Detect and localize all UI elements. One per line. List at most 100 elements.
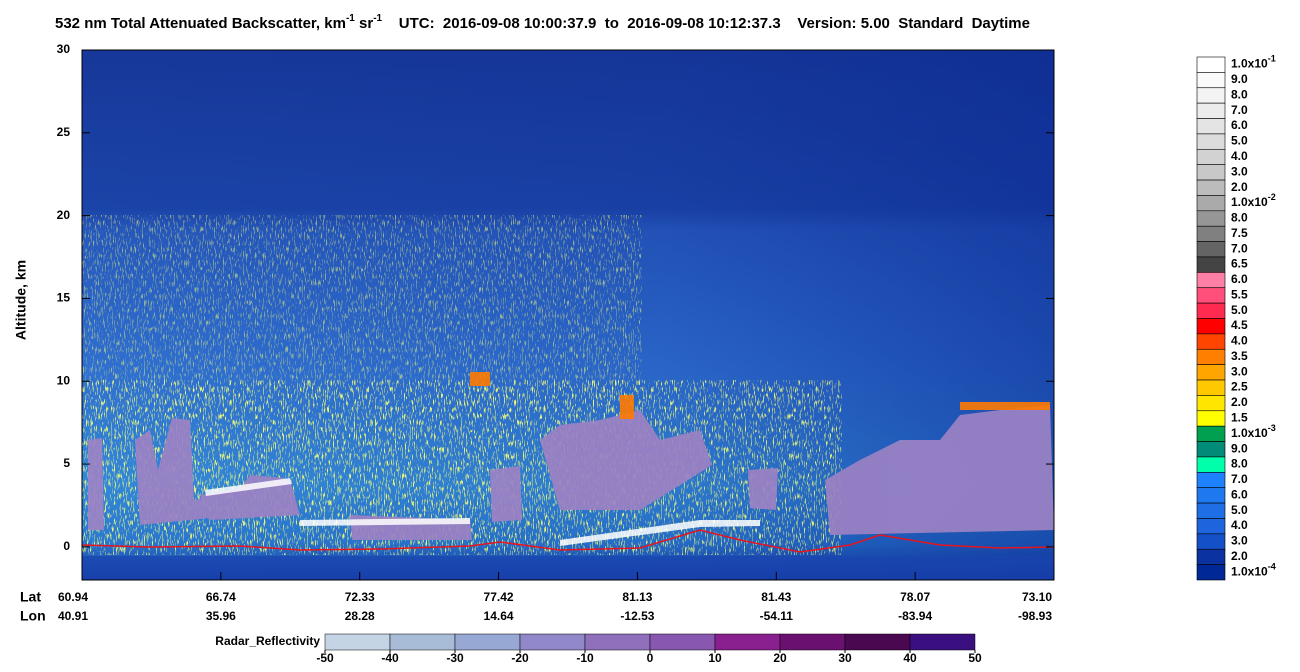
radar-swatch	[584, 633, 651, 651]
lat-tick-label: 73.10	[1022, 590, 1052, 604]
colorbar-swatch	[1196, 395, 1226, 412]
lon-tick-label: -98.93	[1018, 609, 1052, 623]
colorbar-label: 3.0	[1231, 165, 1248, 179]
colorbar-label-text: 4.0	[1231, 518, 1248, 532]
colorbar-label: 9.0	[1231, 441, 1248, 455]
lon-label: Lon	[20, 608, 46, 624]
colorbar-label-text: 7.5	[1231, 226, 1248, 240]
colorbar-label-text: 1.0x10	[1231, 564, 1268, 578]
lon-tick-label: -54.11	[760, 609, 794, 623]
colorbar-label: 2.5	[1231, 380, 1248, 394]
colorbar-label: 3.0	[1231, 365, 1248, 379]
colorbar-swatch	[1196, 364, 1226, 381]
colorbar-label-text: 3.5	[1231, 349, 1248, 363]
colorbar-swatch	[1196, 210, 1226, 227]
y-tick-label: 0	[63, 539, 70, 553]
colorbar-swatch	[1196, 179, 1226, 196]
colorbar-swatch	[1196, 133, 1226, 150]
radar-tick-label: 30	[838, 651, 852, 665]
colorbar-label-text: 5.0	[1231, 134, 1248, 148]
colorbar-label: 8.0	[1231, 88, 1248, 102]
title-text: 532 nm Total Attenuated Backscatter, km	[55, 15, 346, 32]
lat-tick-label: 77.42	[484, 590, 514, 604]
colorbar-swatch	[1196, 256, 1226, 273]
colorbar-label-text: 3.0	[1231, 534, 1248, 548]
radar-swatch	[454, 633, 521, 651]
title-text: sr	[355, 15, 374, 32]
lat-tick-label: 81.43	[761, 590, 791, 604]
colorbar-label: 1.0x10-3	[1231, 423, 1276, 440]
lat-label: Lat	[20, 589, 41, 605]
radar-swatch	[324, 633, 391, 651]
colorbar-label: 4.0	[1231, 149, 1248, 163]
colorbar-label-text: 7.0	[1231, 472, 1248, 486]
colorbar-swatch	[1196, 348, 1226, 365]
colorbar-label-text: 3.0	[1231, 365, 1248, 379]
colorbar-label-text: 6.0	[1231, 118, 1248, 132]
colorbar-swatch	[1196, 56, 1226, 73]
y-tick-label: 5	[63, 456, 70, 470]
radar-label: Radar_Reflectivity	[215, 634, 320, 648]
colorbar-label-text: 8.0	[1231, 211, 1248, 225]
radar-swatch	[844, 633, 911, 651]
radar-tick-label: -10	[576, 651, 594, 665]
colorbar-swatch	[1196, 441, 1226, 458]
colorbar-label: 2.0	[1231, 395, 1248, 409]
colorbar-label: 5.0	[1231, 303, 1248, 317]
colorbar-swatch	[1196, 241, 1226, 258]
colorbar-label-text: 5.0	[1231, 303, 1248, 317]
colorbar-swatch	[1196, 472, 1226, 489]
radar-swatch	[779, 633, 846, 651]
colorbar-label-text: 1.0x10	[1231, 426, 1268, 440]
radar-tick-label: 50	[968, 651, 982, 665]
radar-swatch	[909, 633, 976, 651]
colorbar-label: 2.0	[1231, 180, 1248, 194]
colorbar-label: 4.0	[1231, 334, 1248, 348]
radar-tick-label: -40	[381, 651, 399, 665]
radar-swatch	[389, 633, 456, 651]
curtain-image	[82, 50, 1054, 580]
colorbar-label-exponent: -1	[1268, 54, 1276, 64]
colorbar-label: 7.0	[1231, 241, 1248, 255]
y-tick-label: 15	[57, 291, 71, 305]
colorbar-label: 5.0	[1231, 503, 1248, 517]
radar-tick-label: -20	[511, 651, 529, 665]
colorbar-label-exponent: -3	[1268, 423, 1276, 433]
chart-title: 532 nm Total Attenuated Backscatter, km-…	[55, 13, 1030, 32]
colorbar-label-text: 2.0	[1231, 395, 1248, 409]
colorbar-swatch	[1196, 502, 1226, 519]
colorbar-swatch	[1196, 287, 1226, 304]
colorbar-label: 2.0	[1231, 549, 1248, 563]
colorbar-label: 1.0x10-1	[1231, 54, 1276, 71]
colorbar-label-text: 4.5	[1231, 318, 1248, 332]
colorbar-label-text: 6.0	[1231, 272, 1248, 286]
colorbar-label: 4.5	[1231, 318, 1248, 332]
colorbar-swatch	[1196, 164, 1226, 181]
colorbar-label-text: 5.0	[1231, 503, 1248, 517]
lon-tick-label: 28.28	[345, 609, 375, 623]
colorbar-label-exponent: -4	[1268, 562, 1276, 572]
colorbar-label: 1.0x10-2	[1231, 193, 1276, 210]
colorbar-swatch	[1196, 425, 1226, 442]
radar-tick-label: -50	[316, 651, 334, 665]
colorbar-label: 5.0	[1231, 134, 1248, 148]
colorbar-swatch	[1196, 318, 1226, 335]
colorbar-swatch	[1196, 456, 1226, 473]
colorbar-label: 6.5	[1231, 257, 1248, 271]
colorbar-swatch	[1196, 148, 1226, 165]
y-tick-label: 20	[57, 208, 71, 222]
colorbar-label: 3.0	[1231, 534, 1248, 548]
title-superscript: -1	[346, 13, 355, 24]
colorbar-label: 6.0	[1231, 488, 1248, 502]
colorbar-label-text: 1.0x10	[1231, 57, 1268, 71]
radar-swatch	[519, 633, 586, 651]
lat-tick-label: 72.33	[345, 590, 375, 604]
colorbar-label-text: 2.5	[1231, 380, 1248, 394]
colorbar-label-text: 9.0	[1231, 72, 1248, 86]
colorbar-label-text: 7.0	[1231, 103, 1248, 117]
radar-tick-label: 10	[708, 651, 722, 665]
plot-frame	[81, 49, 1055, 581]
colorbar-label-text: 5.5	[1231, 288, 1248, 302]
lat-tick-label: 78.07	[900, 590, 930, 604]
colorbar-label-text: 8.0	[1231, 88, 1248, 102]
